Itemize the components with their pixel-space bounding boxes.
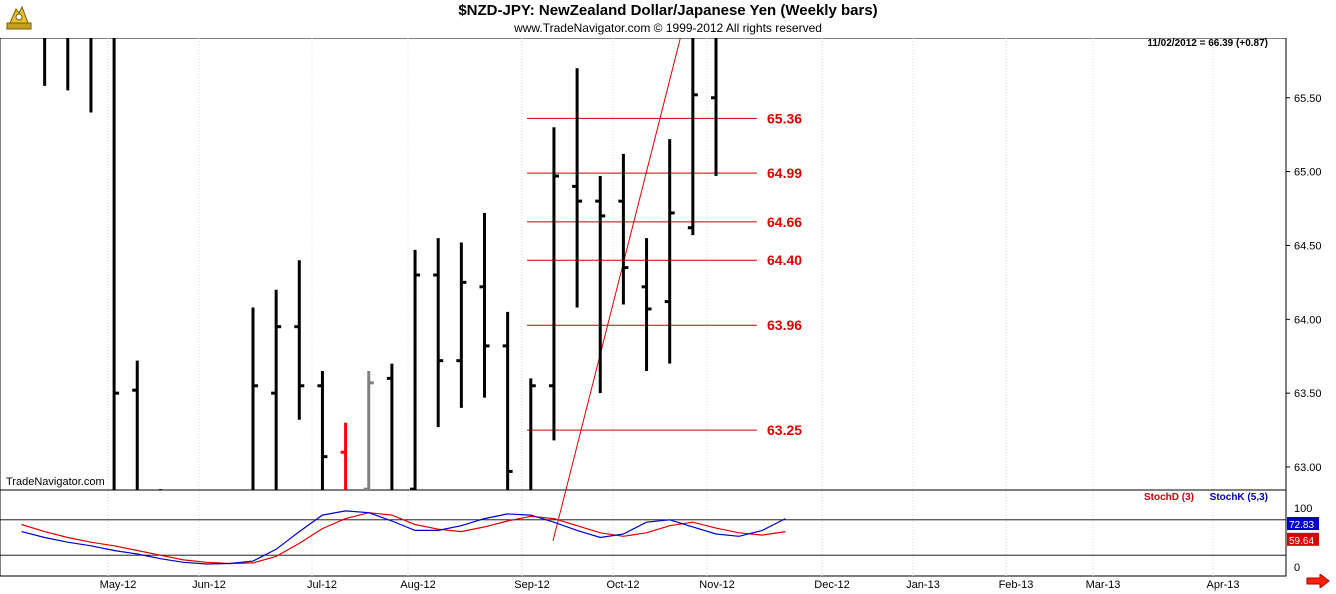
stoch-tick-label: 100 bbox=[1294, 503, 1312, 515]
ohlc-bar bbox=[479, 212, 490, 398]
stoch-d-line bbox=[21, 512, 786, 565]
stoch-k-line bbox=[21, 510, 786, 565]
stoch-tick-label: 0 bbox=[1294, 562, 1300, 574]
ohlc-bar bbox=[664, 139, 675, 364]
ohlc-bar bbox=[340, 422, 348, 490]
fib-label-red: 65.36 bbox=[767, 110, 802, 126]
x-tick-label: Sep-12 bbox=[514, 579, 549, 591]
ohlc-bar bbox=[317, 370, 328, 490]
fib-label-red: 63.96 bbox=[767, 317, 802, 333]
ohlc-bar bbox=[502, 311, 513, 490]
fib-label-red: 63.25 bbox=[767, 422, 802, 438]
ohlc-bar bbox=[529, 378, 536, 490]
x-tick-label: Jan-13 bbox=[906, 579, 940, 591]
y-tick-label: 64.00 bbox=[1294, 314, 1322, 326]
x-tick-label: Dec-12 bbox=[814, 579, 849, 591]
last-bar-label: 11/02/2012 = 66.39 (+0.87) bbox=[1147, 38, 1268, 49]
ohlc-bar bbox=[711, 38, 718, 177]
x-tick-label: Aug-12 bbox=[400, 579, 435, 591]
x-tick-label: Feb-13 bbox=[999, 579, 1034, 591]
ohlc-bar bbox=[386, 363, 394, 490]
ohlc-bar bbox=[66, 38, 70, 91]
ohlc-bar bbox=[595, 176, 606, 394]
ohlc-bar bbox=[433, 238, 444, 428]
ohlc-bar bbox=[456, 242, 467, 408]
ohlc-bar bbox=[548, 127, 559, 441]
fib-label-red: 64.66 bbox=[767, 214, 802, 230]
y-tick-label: 65.50 bbox=[1294, 93, 1322, 105]
ohlc-bar bbox=[294, 260, 305, 420]
x-tick-label: Jun-12 bbox=[192, 579, 226, 591]
ohlc-bar bbox=[363, 370, 374, 490]
ohlc-bar bbox=[572, 68, 583, 308]
ohlc-bar bbox=[112, 38, 120, 490]
x-tick-label: Oct-12 bbox=[606, 579, 639, 591]
ohlc-bar bbox=[89, 38, 93, 113]
y-tick-label: 63.00 bbox=[1294, 462, 1322, 474]
watermark: TradeNavigator.com bbox=[6, 476, 105, 488]
chart-title: $NZD-JPY: NewZealand Dollar/Japanese Yen… bbox=[458, 2, 878, 19]
ohlc-bar bbox=[132, 360, 139, 490]
ohlc-bar bbox=[618, 153, 629, 305]
ohlc-bar bbox=[251, 307, 258, 490]
fib-label-red: 64.40 bbox=[767, 252, 802, 268]
trade-navigator-logo-icon bbox=[6, 5, 32, 30]
ohlc-bar bbox=[641, 238, 652, 371]
ohlc-bar bbox=[410, 249, 421, 490]
trend-line bbox=[552, 38, 681, 541]
stoch-d-value-box bbox=[1287, 532, 1319, 546]
chart-subtitle: www.TradeNavigator.com © 1999-2012 All r… bbox=[514, 21, 822, 35]
price-chart: May-12 Jun-12 Jul-12 Aug-12 Sep-12 Oct-12 Nov-… bbox=[0, 38, 1322, 591]
y-tick-label: 63.50 bbox=[1294, 388, 1322, 400]
chart-header: $NZD-JPY: NewZealand Dollar/Japanese Yen… bbox=[0, 0, 1336, 38]
scroll-right-arrow-icon[interactable] bbox=[1306, 574, 1330, 588]
x-tick-label: Mar-13 bbox=[1086, 579, 1121, 591]
stoch-k-value-box bbox=[1287, 517, 1319, 531]
stoch-d-value: 59.64 bbox=[1289, 536, 1314, 547]
ohlc-bars bbox=[43, 38, 718, 490]
ohlc-bar bbox=[43, 38, 47, 86]
stoch-k-value: 72.83 bbox=[1289, 520, 1314, 531]
ohlc-bar bbox=[271, 289, 282, 490]
stoch-legend-k: StochK (5,3) bbox=[1210, 492, 1268, 503]
y-tick-label: 64.50 bbox=[1294, 240, 1322, 252]
ohlc-bar bbox=[687, 38, 698, 236]
price-panel-frame bbox=[0, 38, 1287, 491]
stoch-legend-d: StochD (3) bbox=[1144, 492, 1194, 503]
x-tick-label: May-12 bbox=[100, 579, 137, 591]
x-tick-label: Apr-13 bbox=[1206, 579, 1239, 591]
y-tick-label: 65.00 bbox=[1294, 167, 1322, 179]
x-tick-label: Jul-12 bbox=[307, 579, 337, 591]
fib-label-red: 64.99 bbox=[767, 165, 802, 181]
x-tick-label: Nov-12 bbox=[699, 579, 734, 591]
